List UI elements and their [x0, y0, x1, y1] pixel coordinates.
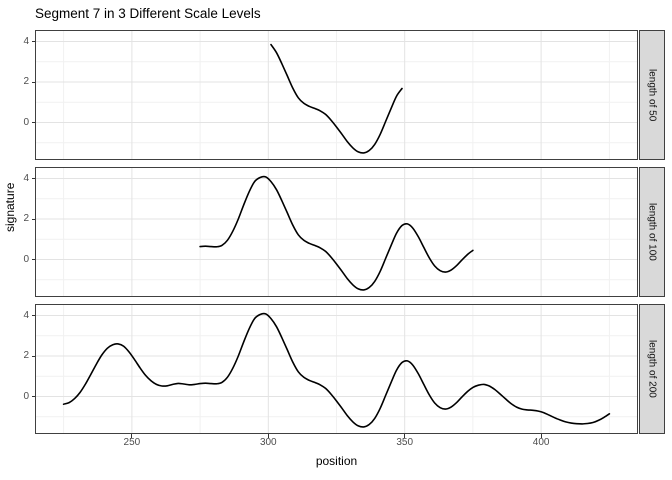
signature-curve [62, 312, 611, 428]
line-plot-length-200 [35, 304, 638, 434]
y-tick-mark [31, 178, 35, 180]
y-tick-label: 2 [23, 350, 29, 362]
line-plot-length-50 [35, 30, 638, 160]
y-tick-label: 0 [23, 390, 29, 402]
x-tick-mark [540, 434, 542, 438]
y-tick-mark [31, 218, 35, 220]
facet-strip-label: length of 50 [646, 68, 658, 122]
y-tick-mark [31, 81, 35, 83]
chart-title: Segment 7 in 3 Different Scale Levels [35, 6, 261, 21]
y-tick-label: 0 [23, 116, 29, 128]
facet-panel-length-200 [35, 304, 638, 434]
y-tick-label: 4 [23, 309, 29, 321]
y-tick-label: 2 [23, 213, 29, 225]
x-tick-mark [267, 434, 269, 438]
y-tick-mark [31, 355, 35, 357]
facet-panel-length-100 [35, 167, 638, 297]
signature-curve [199, 175, 474, 291]
signature-curve [270, 43, 403, 154]
x-tick-label: 250 [123, 437, 141, 448]
x-tick-mark [404, 434, 406, 438]
y-tick-label: 0 [23, 253, 29, 265]
y-tick-label: 2 [23, 76, 29, 88]
y-tick-mark [31, 41, 35, 43]
facet-strip-label: length of 200 [646, 340, 658, 398]
line-plot-length-100 [35, 167, 638, 297]
y-tick-mark [31, 396, 35, 398]
facet-strip-length-100: length of 100 [639, 167, 665, 297]
facet-strip-length-200: length of 200 [639, 304, 665, 434]
x-tick-label: 350 [396, 437, 414, 448]
facet-panel-length-50 [35, 30, 638, 160]
facet-strip-length-50: length of 50 [639, 30, 665, 160]
x-tick-label: 400 [532, 437, 550, 448]
y-tick-mark [31, 315, 35, 317]
facet-strip-label: length of 100 [646, 203, 658, 261]
x-tick-mark [131, 434, 133, 438]
x-axis-title: position [315, 454, 358, 468]
x-tick-label: 300 [259, 437, 277, 448]
y-tick-label: 4 [23, 35, 29, 47]
y-tick-mark [31, 259, 35, 261]
y-tick-mark [31, 122, 35, 124]
y-tick-label: 4 [23, 172, 29, 184]
